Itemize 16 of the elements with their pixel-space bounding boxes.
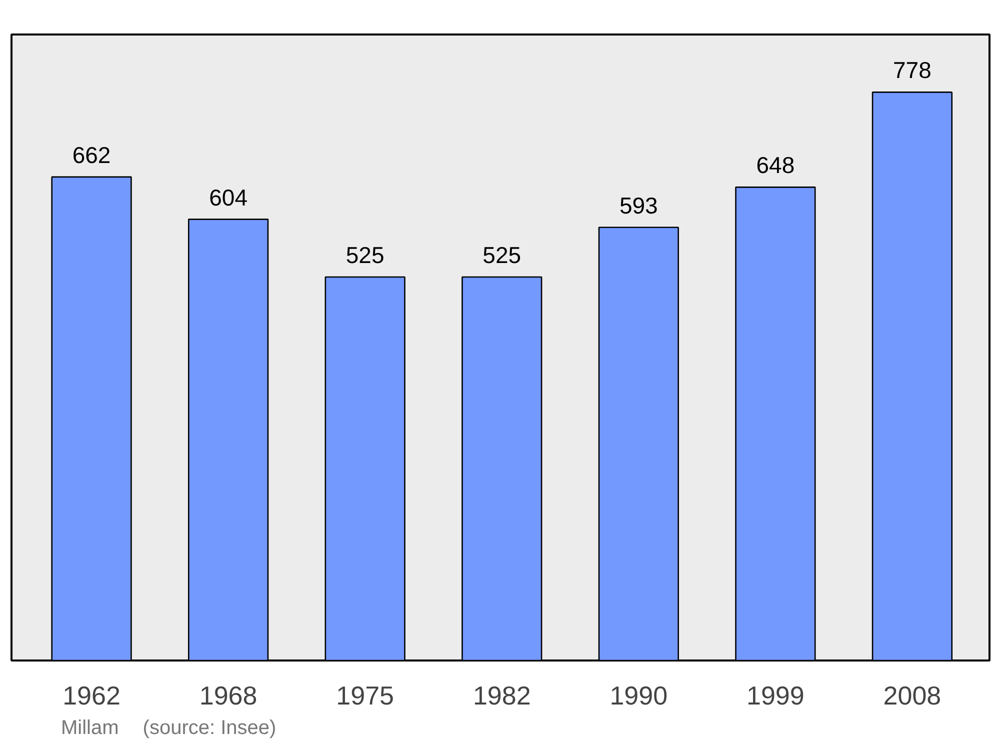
data-label: 648: [756, 152, 795, 178]
x-tick-label: 1962: [62, 680, 120, 710]
x-tick-label: 1990: [610, 680, 668, 710]
x-tick-label: 1968: [199, 680, 258, 710]
annotation: Millam: [61, 717, 119, 739]
data-label: 525: [346, 242, 384, 268]
data-label: 525: [482, 242, 522, 268]
data-label: 778: [893, 57, 932, 84]
x-tick-label: 2008: [883, 680, 942, 710]
data-label: 593: [619, 192, 658, 218]
data-label: 604: [209, 184, 248, 210]
annotation: (source: Insee): [142, 717, 276, 739]
x-tick-label: 1975: [336, 680, 394, 710]
x-tick-label: 1999: [746, 680, 804, 710]
data-label: 662: [72, 142, 111, 168]
x-tick-label: 1982: [472, 680, 531, 710]
